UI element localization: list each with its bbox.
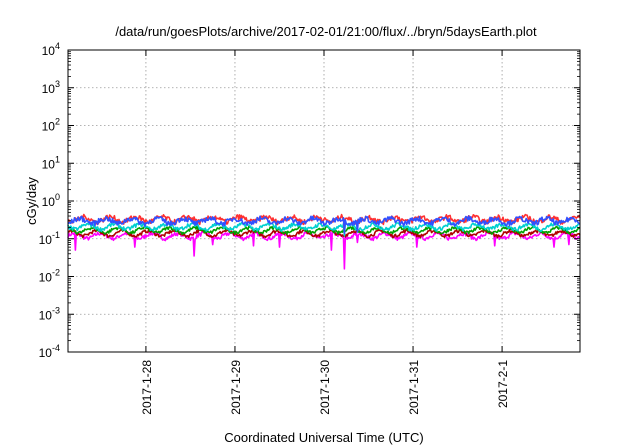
x-tick-label: 2017-1-31 — [407, 360, 421, 415]
chart-title: /data/run/goesPlots/archive/2017-02-01/2… — [115, 24, 537, 39]
y-tick-label: 10-3 — [39, 305, 60, 322]
x-axis-label: Coordinated Universal Time (UTC) — [224, 430, 423, 445]
y-axis-label: cGy/day — [24, 177, 39, 225]
y-tick-label: 101 — [42, 154, 60, 171]
series-line-6 — [67, 215, 581, 234]
x-tick-label: 2017-1-28 — [140, 360, 154, 415]
grid — [68, 50, 580, 352]
y-axis: 10-4 10-3 10-2 10-1 100 101 102 103 104 — [39, 41, 580, 360]
y-tick-label: 102 — [42, 117, 60, 134]
y-tick-label: 10-1 — [39, 230, 60, 247]
x-tick-label: 2017-2-1 — [496, 360, 510, 408]
y-tick-label: 10-2 — [39, 268, 60, 285]
series-group — [67, 213, 581, 270]
series-line-1 — [67, 230, 581, 270]
y-tick-label: 103 — [42, 79, 60, 96]
y-tick-label: 104 — [42, 41, 60, 58]
y-tick-label: 100 — [42, 192, 60, 209]
y-tick-label: 10-4 — [39, 343, 60, 360]
x-axis: 2017-1-28 2017-1-29 2017-1-30 2017-1-31 2017… — [140, 50, 510, 415]
x-tick-label: 2017-1-29 — [229, 360, 243, 415]
series-line-5 — [67, 213, 581, 233]
x-tick-label: 2017-1-30 — [318, 360, 332, 415]
series-line-3 — [67, 225, 581, 236]
